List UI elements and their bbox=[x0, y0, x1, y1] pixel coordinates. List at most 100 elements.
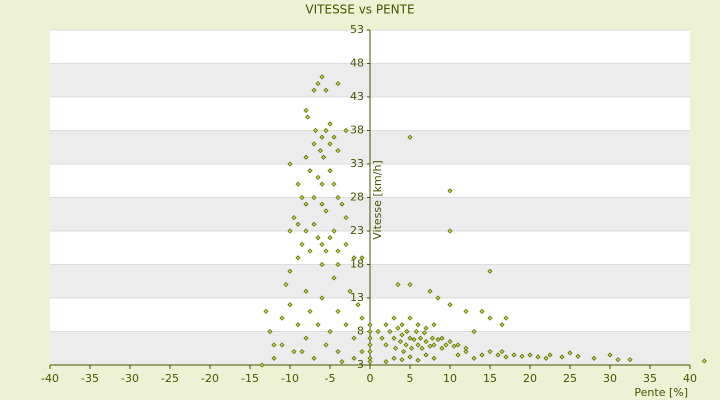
y-axis-label: Vitesse [km/h] bbox=[371, 160, 384, 240]
point bbox=[391, 315, 397, 321]
point bbox=[451, 343, 457, 349]
point bbox=[299, 194, 305, 201]
point bbox=[303, 228, 309, 234]
point bbox=[327, 121, 333, 127]
point bbox=[315, 235, 321, 241]
point bbox=[527, 352, 533, 358]
point bbox=[319, 181, 325, 187]
point bbox=[471, 355, 477, 361]
point bbox=[367, 328, 373, 335]
point bbox=[327, 235, 333, 241]
point bbox=[335, 308, 341, 314]
x-tick-label: 30 bbox=[603, 372, 617, 385]
point bbox=[615, 357, 621, 363]
point bbox=[431, 342, 437, 348]
point bbox=[307, 168, 313, 174]
point bbox=[331, 134, 337, 140]
point bbox=[367, 342, 373, 348]
point bbox=[283, 282, 289, 288]
point bbox=[435, 336, 441, 343]
point bbox=[427, 343, 433, 349]
point bbox=[591, 355, 597, 361]
point bbox=[455, 352, 461, 358]
point bbox=[327, 168, 333, 174]
point bbox=[263, 308, 269, 314]
point bbox=[383, 342, 389, 348]
point bbox=[447, 338, 453, 345]
point bbox=[701, 358, 707, 364]
point bbox=[327, 328, 333, 335]
point bbox=[415, 357, 421, 363]
x-tick-label: 0 bbox=[367, 372, 374, 385]
point bbox=[423, 325, 429, 331]
point bbox=[351, 255, 357, 261]
point bbox=[299, 349, 305, 355]
point bbox=[267, 328, 273, 335]
point bbox=[411, 336, 417, 343]
point bbox=[407, 282, 413, 288]
point bbox=[303, 335, 309, 341]
point bbox=[495, 352, 501, 358]
point bbox=[471, 328, 477, 335]
y-tick-label: 33 bbox=[350, 157, 364, 170]
point bbox=[295, 255, 301, 261]
point bbox=[395, 325, 401, 331]
point bbox=[367, 349, 373, 355]
point bbox=[627, 357, 633, 363]
point bbox=[547, 352, 553, 358]
point bbox=[391, 355, 397, 361]
x-tick-label: 15 bbox=[483, 372, 497, 385]
point bbox=[331, 275, 337, 281]
point bbox=[479, 352, 485, 358]
y-tick-label: 28 bbox=[350, 191, 364, 204]
point bbox=[303, 154, 309, 160]
point bbox=[299, 241, 305, 247]
point bbox=[319, 134, 325, 140]
point bbox=[407, 335, 413, 341]
point bbox=[323, 342, 329, 348]
x-tick-label: 25 bbox=[563, 372, 577, 385]
point bbox=[311, 355, 317, 361]
x-axis-label: Pente [%] bbox=[634, 386, 688, 399]
y-tick-label: 43 bbox=[350, 90, 364, 103]
x-tick-label: 5 bbox=[407, 372, 414, 385]
point bbox=[295, 181, 301, 187]
x-tick-label: -25 bbox=[161, 372, 179, 385]
x-tick-label: 20 bbox=[523, 372, 537, 385]
point bbox=[331, 228, 337, 234]
chart-title: VITESSE vs PENTE bbox=[305, 3, 414, 17]
point bbox=[291, 215, 297, 221]
point bbox=[443, 342, 449, 348]
point bbox=[287, 302, 293, 308]
point bbox=[323, 208, 329, 214]
point bbox=[311, 194, 317, 201]
point bbox=[287, 268, 293, 274]
point bbox=[321, 154, 327, 160]
point bbox=[327, 141, 333, 147]
point bbox=[423, 352, 429, 358]
y-tick-label: 18 bbox=[350, 258, 364, 271]
point bbox=[307, 248, 313, 254]
point bbox=[311, 221, 317, 227]
point bbox=[287, 161, 293, 167]
point bbox=[319, 295, 325, 301]
point bbox=[339, 201, 345, 207]
point bbox=[429, 335, 435, 341]
point bbox=[315, 174, 321, 180]
point bbox=[279, 342, 285, 348]
point bbox=[351, 335, 357, 341]
y-tick-label: 53 bbox=[350, 23, 364, 36]
point bbox=[339, 359, 345, 365]
point bbox=[407, 354, 413, 360]
point bbox=[271, 342, 277, 348]
point bbox=[439, 335, 445, 341]
point bbox=[295, 221, 301, 227]
point bbox=[359, 349, 365, 355]
point bbox=[519, 353, 525, 359]
point bbox=[499, 322, 505, 328]
point bbox=[404, 328, 410, 335]
point bbox=[407, 315, 413, 321]
point bbox=[303, 107, 309, 113]
x-tick-label: -35 bbox=[81, 372, 99, 385]
point bbox=[335, 194, 341, 201]
